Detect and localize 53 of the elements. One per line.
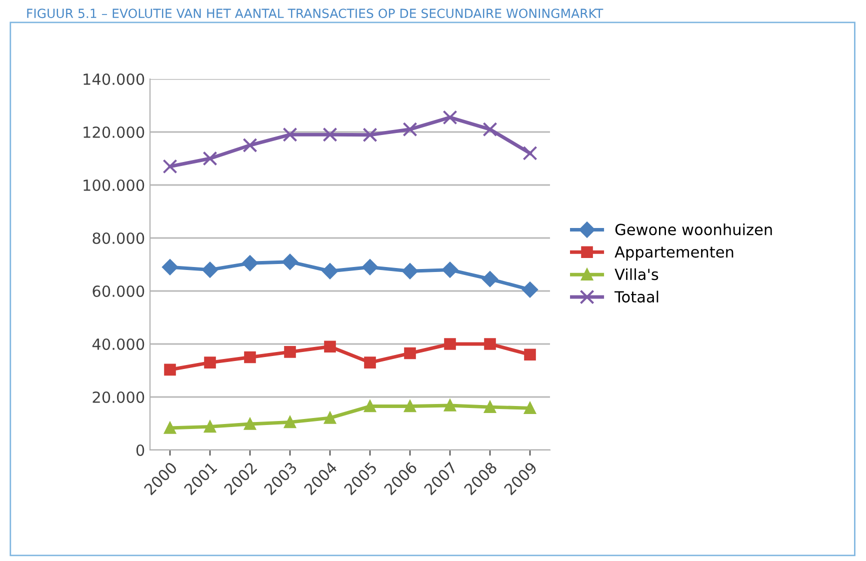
point	[404, 400, 416, 412]
point	[162, 159, 178, 174]
point	[282, 127, 298, 142]
point	[204, 420, 216, 433]
legend-label: Villa's	[614, 268, 658, 280]
point	[444, 338, 456, 350]
point	[322, 127, 338, 142]
point	[364, 400, 376, 412]
y-tick-label: 40.000	[92, 338, 144, 350]
y-tick-label: 120.000	[84, 126, 144, 138]
point	[164, 364, 176, 376]
point	[162, 259, 178, 276]
point	[442, 262, 458, 278]
chart-title: FIGUUR 5.1 – EVOLUTIE VAN HET AANTAL TRANSACTIES OP DE SECUNDAIRE WONINGMARKT	[27, 8, 604, 18]
y-tick-label: 20.000	[92, 391, 144, 404]
legend-label: Gewone woonhuizen	[615, 223, 772, 236]
legend-label: Appartementen	[614, 246, 734, 261]
point	[244, 351, 256, 364]
point	[442, 110, 458, 125]
point	[482, 271, 498, 287]
point	[164, 422, 176, 434]
point	[524, 402, 536, 414]
point	[204, 356, 216, 368]
point	[402, 263, 418, 280]
point	[524, 348, 536, 361]
point	[202, 151, 218, 166]
y-tick-label: 140.000	[84, 73, 144, 86]
point	[284, 346, 296, 358]
point	[242, 255, 258, 272]
y-tick-label: 80.000	[92, 232, 144, 244]
point	[482, 122, 498, 137]
point	[282, 254, 298, 270]
legend-label: Totaal	[614, 290, 658, 303]
point	[364, 356, 376, 368]
point	[444, 400, 456, 412]
point	[242, 138, 258, 153]
point	[322, 263, 338, 280]
point	[324, 412, 336, 424]
point	[362, 259, 378, 276]
point	[402, 122, 418, 137]
point	[404, 347, 416, 360]
y-tick-label: 0	[136, 444, 144, 456]
point	[522, 146, 538, 160]
point	[284, 416, 296, 428]
point	[324, 340, 336, 353]
point	[484, 401, 496, 413]
y-tick-label: 100.000	[84, 179, 144, 192]
point	[244, 418, 256, 430]
point	[522, 282, 538, 298]
point	[484, 338, 496, 350]
point	[202, 262, 218, 278]
point	[362, 128, 378, 142]
y-tick-label: 60.000	[92, 285, 144, 298]
